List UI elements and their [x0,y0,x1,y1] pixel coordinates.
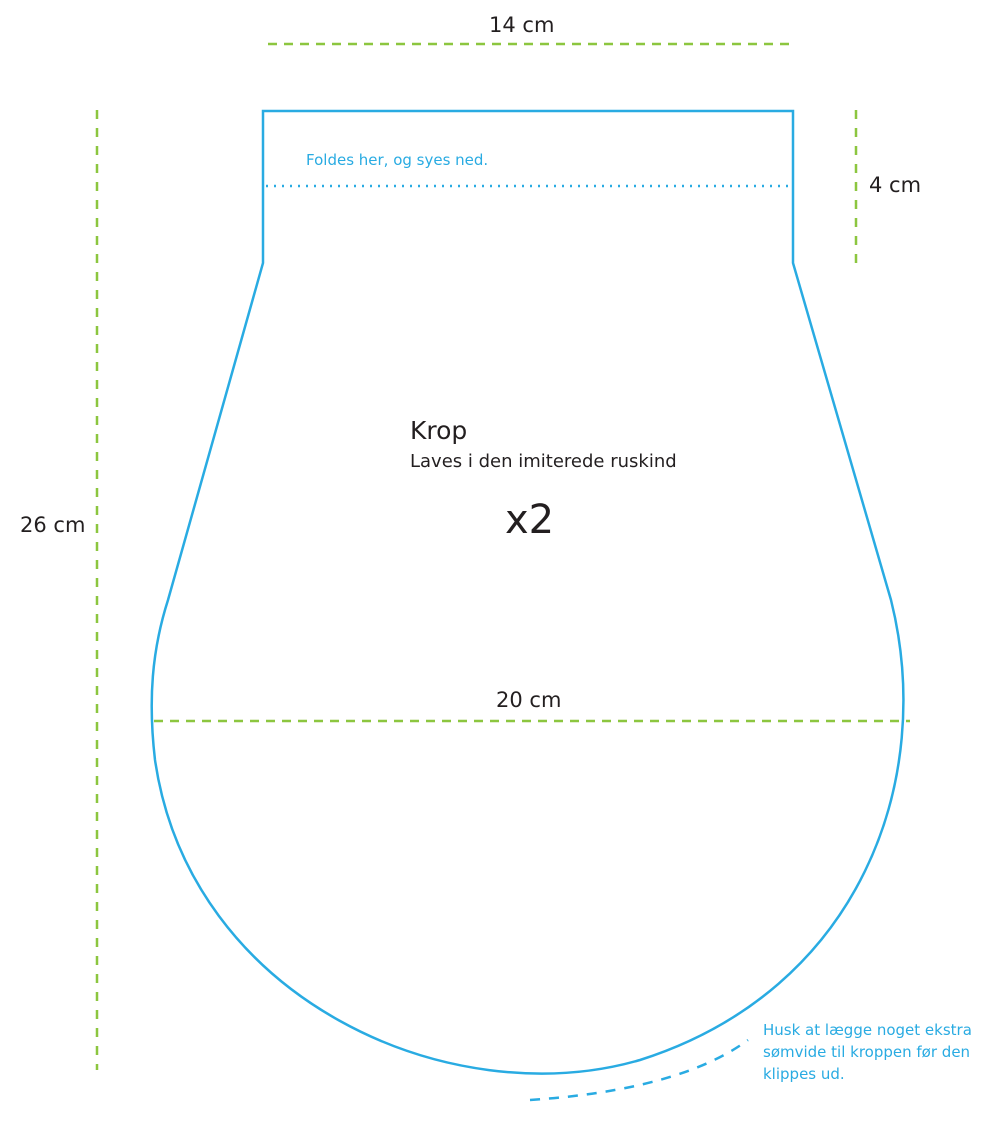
fold-note: Foldes her, og syes ned. [306,151,489,169]
seam-note-pointer [529,1038,749,1102]
piece-quantity: x2 [505,497,555,543]
piece-title: Krop [410,416,468,445]
max-width-label: 20 cm [496,688,562,712]
fold-height-label: 4 cm [869,173,922,197]
seam-allowance-note: Husk at lægge noget ekstra sømvide til k… [763,1021,972,1083]
height-label: 26 cm [20,513,86,537]
pattern-outline [150,109,905,1075]
piece-material: Laves i den imiterede ruskind [410,451,677,472]
top-width-label: 14 cm [489,13,555,37]
